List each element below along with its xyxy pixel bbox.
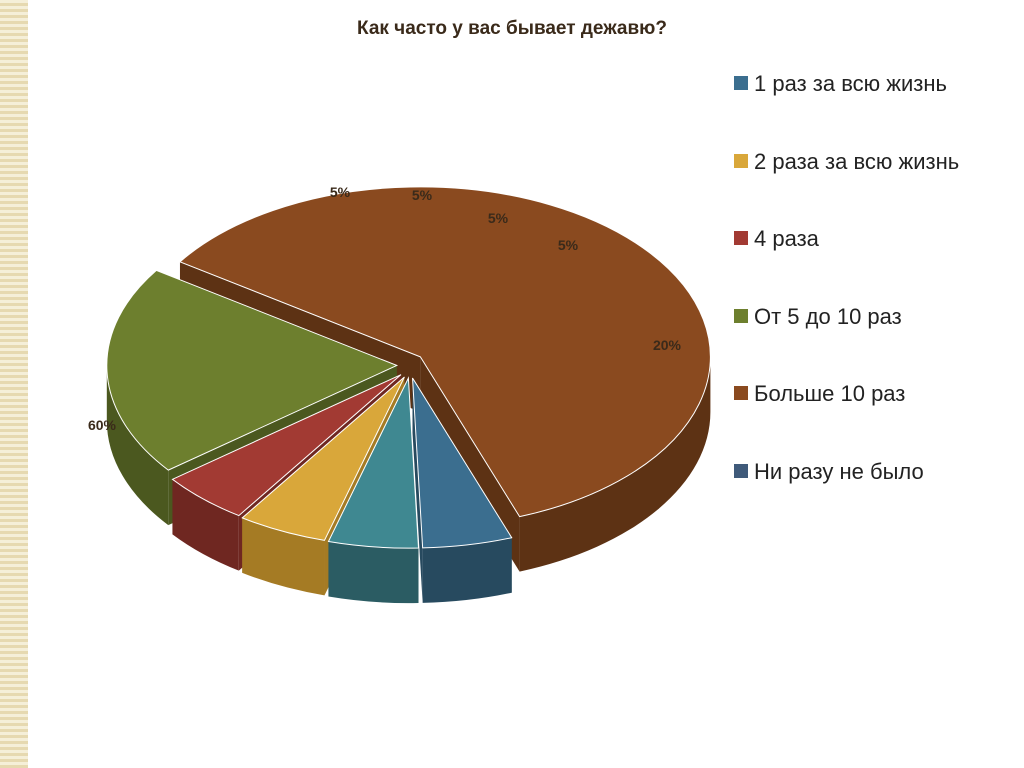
slice-label: 5% — [488, 210, 508, 226]
legend-swatch — [734, 464, 748, 478]
legend-label: От 5 до 10 раз — [754, 303, 902, 331]
legend-item: 2 раза за всю жизнь — [734, 148, 994, 176]
legend: 1 раз за всю жизнь 2 раза за всю жизнь 4 р… — [734, 70, 994, 535]
legend-label: 2 раза за всю жизнь — [754, 148, 959, 176]
legend-swatch — [734, 154, 748, 168]
legend-label: 1 раз за всю жизнь — [754, 70, 947, 98]
legend-swatch — [734, 309, 748, 323]
slice-label: 5% — [412, 187, 432, 203]
legend-item: Ни разу не было — [734, 458, 994, 486]
slice-label: 5% — [330, 184, 350, 200]
legend-item: 4 раза — [734, 225, 994, 253]
legend-item: Больше 10 раз — [734, 380, 994, 408]
legend-label: Ни разу не было — [754, 458, 924, 486]
slice-label: 20% — [653, 337, 681, 353]
legend-item: 1 раз за всю жизнь — [734, 70, 994, 98]
chart-title: Как часто у вас бывает дежавю? — [0, 18, 1024, 40]
pie-chart: 5% 5% 5% 5% 20% 60% — [40, 55, 740, 615]
legend-swatch — [734, 76, 748, 90]
legend-item: От 5 до 10 раз — [734, 303, 994, 331]
legend-swatch — [734, 386, 748, 400]
sidebar-stripes — [0, 0, 28, 768]
slice-label: 60% — [88, 417, 116, 433]
legend-label: 4 раза — [754, 225, 819, 253]
legend-label: Больше 10 раз — [754, 380, 905, 408]
slice-label: 5% — [558, 237, 578, 253]
legend-swatch — [734, 231, 748, 245]
